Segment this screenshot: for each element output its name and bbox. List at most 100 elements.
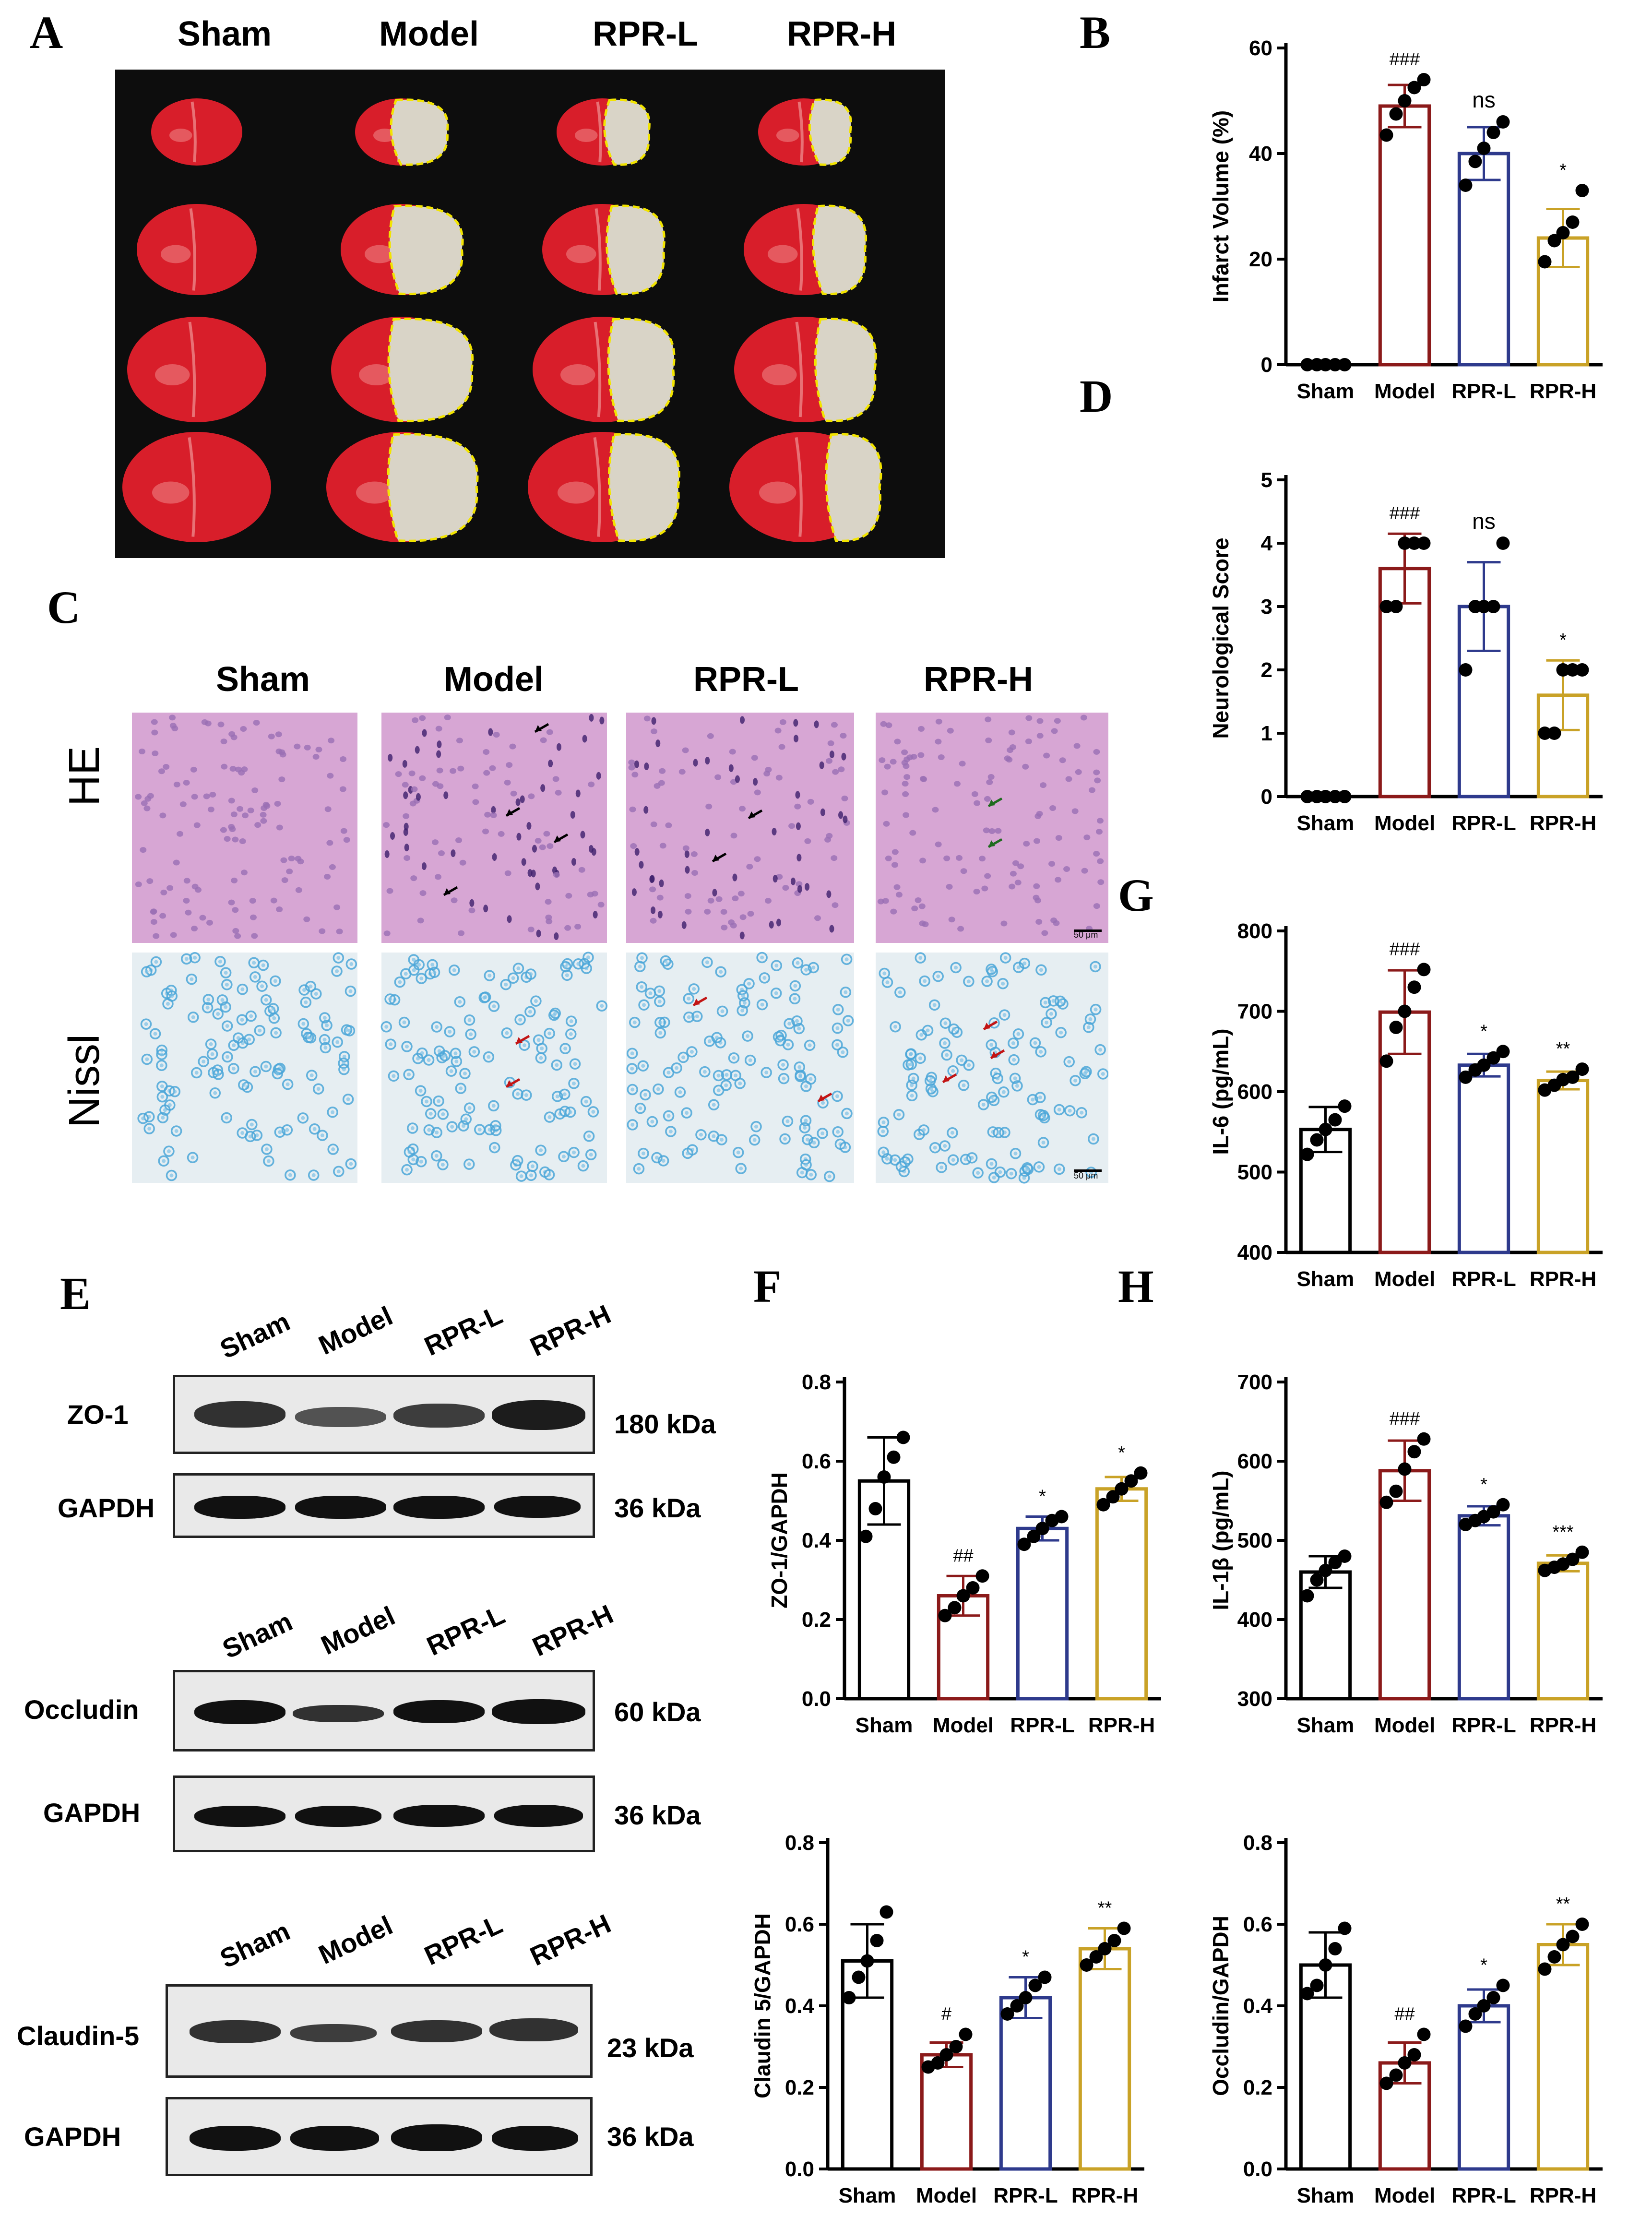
he-tile-rpr-l xyxy=(626,713,854,943)
data-point xyxy=(1124,1474,1138,1488)
bar-model xyxy=(1378,104,1431,367)
y-tick-label: 0.2 xyxy=(1243,2076,1272,2099)
data-point xyxy=(1398,2056,1412,2070)
data-point xyxy=(1407,2048,1421,2061)
significance-label: ns xyxy=(1472,509,1496,534)
data-point xyxy=(1389,1484,1403,1498)
data-point xyxy=(1496,1978,1510,1992)
chart-occludin-gapdh: 0.0 0.2 0.4 0.6 0.8 Occludin/GAPDH Sham ## Model… xyxy=(1208,1831,1603,2207)
data-point xyxy=(1328,790,1342,803)
data-point xyxy=(1338,358,1352,371)
nissl-tile-rpr-l xyxy=(626,952,854,1183)
ttc-slice-model-1 xyxy=(355,98,449,166)
significance-label: ### xyxy=(1390,503,1420,524)
data-point xyxy=(1566,1930,1580,1943)
x-tick-label: RPR-H xyxy=(1530,380,1596,403)
data-point xyxy=(1379,1495,1393,1509)
data-point xyxy=(859,1529,873,1543)
panel-letter-h: H xyxy=(1118,1261,1154,1312)
data-point xyxy=(1098,1942,1112,1955)
bar-rpr-l xyxy=(1457,2004,1510,2171)
he-tile-sham xyxy=(132,713,357,943)
x-tick-label: Model xyxy=(1374,2184,1435,2207)
data-point xyxy=(1379,1054,1393,1068)
data-point xyxy=(1459,1070,1473,1084)
data-point xyxy=(1089,1950,1103,1964)
data-point xyxy=(896,1430,910,1444)
panel-letter-g: G xyxy=(1118,870,1154,921)
data-point xyxy=(1486,600,1500,613)
scale-bar xyxy=(1074,929,1102,932)
x-tick-label: Model xyxy=(1374,380,1435,403)
claudin-lane-rpr-l: RPR-L xyxy=(419,1908,507,1971)
nissl-tile-sham xyxy=(132,952,357,1183)
occludin-blot xyxy=(173,1670,595,1751)
x-tick-label: RPR-L xyxy=(1451,380,1516,403)
data-point xyxy=(1319,1122,1332,1136)
y-tick-label: 0.8 xyxy=(802,1370,831,1394)
x-tick-label: RPR-H xyxy=(1530,1267,1596,1291)
data-point xyxy=(1575,184,1589,197)
y-tick-label: 300 xyxy=(1237,1687,1272,1711)
panel-a-header-sham: Sham xyxy=(178,15,272,53)
ttc-slice-rpr-h-4 xyxy=(729,432,882,542)
x-tick-label: RPR-H xyxy=(1088,1714,1155,1737)
panel-c-header-sham: Sham xyxy=(216,660,310,699)
ttc-slice-rpr-l-4 xyxy=(528,432,680,542)
scale-bar xyxy=(1074,1169,1102,1172)
significance-label: *** xyxy=(1552,1522,1574,1542)
histology-arrow xyxy=(942,1073,957,1084)
bar-rpr-h xyxy=(1536,1943,1590,2171)
significance-label: * xyxy=(1039,1487,1046,1507)
ttc-slice-rpr-l-2 xyxy=(542,204,666,296)
data-point xyxy=(1010,1999,1024,2013)
nissl-row-label: Nissl xyxy=(60,1034,108,1128)
data-point xyxy=(959,2027,973,2041)
occludin-gapdh-blot xyxy=(173,1775,595,1852)
nissl-tile-rpr-h xyxy=(876,952,1109,1184)
occludin-gapdh-label: GAPDH xyxy=(43,1798,141,1828)
zo1-protein-label: ZO-1 xyxy=(67,1399,129,1430)
y-tick-label: 2 xyxy=(1261,658,1272,682)
x-tick-label: RPR-L xyxy=(1451,2184,1516,2207)
y-tick-label: 600 xyxy=(1237,1450,1272,1473)
ttc-slice-sham-4 xyxy=(122,432,271,542)
x-tick-label: Model xyxy=(933,1714,994,1737)
data-point xyxy=(1328,1942,1342,1955)
data-point xyxy=(938,1608,952,1622)
y-tick-label: 400 xyxy=(1237,1608,1272,1632)
ttc-slice-sham-1 xyxy=(151,98,242,166)
data-point xyxy=(1310,1978,1324,1992)
y-tick-label: 0.6 xyxy=(1243,1913,1272,1936)
data-point xyxy=(966,1581,980,1595)
panel-letter-e: E xyxy=(60,1268,91,1319)
data-point xyxy=(1417,536,1431,550)
y-axis-label: Neurological Score xyxy=(1208,537,1233,739)
data-point xyxy=(1556,226,1570,239)
panel-c-header-rpr-h: RPR-H xyxy=(924,660,1033,699)
significance-label: * xyxy=(1559,160,1567,180)
zo1-gapdh-label: GAPDH xyxy=(58,1493,155,1523)
x-tick-label: Sham xyxy=(1297,811,1355,835)
ttc-slice-sham-3 xyxy=(127,317,266,422)
x-tick-label: RPR-L xyxy=(1451,811,1516,835)
data-point xyxy=(1566,215,1580,229)
ttc-slice-rpr-h-2 xyxy=(744,204,867,296)
bar-rpr-l xyxy=(1016,1526,1069,1701)
data-point xyxy=(1106,1490,1120,1504)
claudin-gapdh-label: GAPDH xyxy=(24,2121,121,2152)
zo1-lane-rpr-h: RPR-H xyxy=(525,1299,616,1362)
histology-arrow xyxy=(515,1035,530,1045)
he-tile-model xyxy=(381,713,607,943)
significance-label: ** xyxy=(1556,1039,1570,1059)
bar-rpr-l xyxy=(999,1996,1052,2171)
data-point xyxy=(1575,1918,1589,1931)
data-point xyxy=(931,2056,945,2070)
data-point xyxy=(1300,790,1314,803)
data-point xyxy=(1338,1549,1352,1563)
zo1-blot xyxy=(173,1375,595,1454)
data-point xyxy=(1398,536,1412,550)
data-point xyxy=(1575,1062,1589,1076)
data-point xyxy=(1300,1987,1314,2001)
data-point xyxy=(1055,1510,1069,1524)
